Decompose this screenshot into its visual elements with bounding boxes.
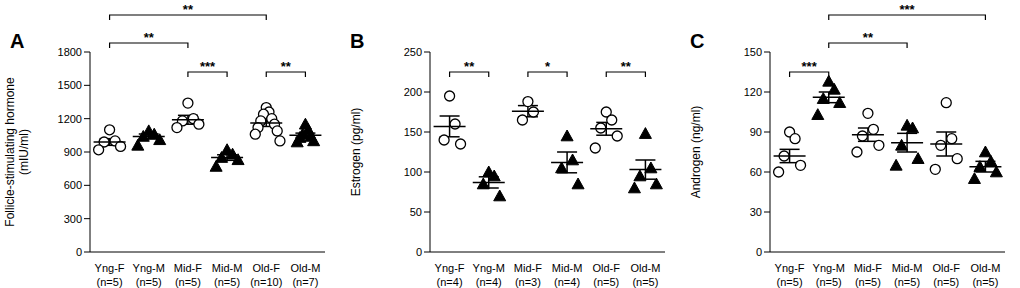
svg-text:B: B bbox=[350, 30, 364, 52]
svg-text:(n=5): (n=5) bbox=[593, 276, 619, 288]
svg-text:(n=5): (n=5) bbox=[214, 276, 240, 288]
svg-text:Yng-F: Yng-F bbox=[435, 262, 465, 274]
svg-text:(n=4): (n=4) bbox=[437, 276, 463, 288]
svg-text:(n=5): (n=5) bbox=[816, 276, 842, 288]
svg-text:Mid-F: Mid-F bbox=[514, 262, 542, 274]
svg-text:Old-M: Old-M bbox=[970, 262, 1000, 274]
svg-text:**: ** bbox=[281, 59, 292, 74]
svg-text:Old-M: Old-M bbox=[290, 262, 320, 274]
svg-text:200: 200 bbox=[404, 86, 422, 98]
svg-text:(n=5): (n=5) bbox=[933, 276, 959, 288]
svg-text:A: A bbox=[10, 30, 24, 52]
svg-text:(n=5): (n=5) bbox=[777, 276, 803, 288]
svg-text:0: 0 bbox=[756, 246, 762, 258]
svg-text:*: * bbox=[545, 59, 551, 74]
svg-text:100: 100 bbox=[404, 166, 422, 178]
svg-text:1200: 1200 bbox=[58, 113, 82, 125]
svg-text:0: 0 bbox=[76, 246, 82, 258]
svg-text:90: 90 bbox=[750, 126, 762, 138]
svg-text:Old-F: Old-F bbox=[593, 262, 621, 274]
svg-text:0: 0 bbox=[416, 246, 422, 258]
svg-text:(n=3): (n=3) bbox=[515, 276, 541, 288]
svg-text:Old-M: Old-M bbox=[630, 262, 660, 274]
svg-text:Androgen (ng/ml): Androgen (ng/ml) bbox=[689, 106, 703, 199]
svg-text:Mid-M: Mid-M bbox=[892, 262, 923, 274]
svg-text:Mid-M: Mid-M bbox=[212, 262, 243, 274]
svg-text:**: ** bbox=[621, 59, 632, 74]
svg-text:120: 120 bbox=[744, 86, 762, 98]
svg-text:(n=5): (n=5) bbox=[894, 276, 920, 288]
svg-text:Yng-F: Yng-F bbox=[775, 262, 805, 274]
svg-text:(mIU/ml): (mIU/ml) bbox=[17, 129, 31, 175]
svg-text:Yng-M: Yng-M bbox=[133, 262, 165, 274]
svg-text:1500: 1500 bbox=[58, 79, 82, 91]
svg-text:(n=5): (n=5) bbox=[972, 276, 998, 288]
svg-text:**: ** bbox=[183, 2, 194, 17]
svg-text:(n=4): (n=4) bbox=[554, 276, 580, 288]
svg-text:300: 300 bbox=[64, 213, 82, 225]
svg-text:150: 150 bbox=[744, 46, 762, 58]
svg-text:30: 30 bbox=[750, 206, 762, 218]
svg-text:Mid-F: Mid-F bbox=[854, 262, 882, 274]
svg-text:1800: 1800 bbox=[58, 46, 82, 58]
svg-text:C: C bbox=[690, 30, 704, 52]
svg-text:(n=5): (n=5) bbox=[632, 276, 658, 288]
svg-text:***: *** bbox=[899, 2, 915, 17]
svg-text:(n=5): (n=5) bbox=[175, 276, 201, 288]
svg-text:Mid-F: Mid-F bbox=[174, 262, 202, 274]
svg-text:(n=7): (n=7) bbox=[292, 276, 318, 288]
svg-text:Mid-M: Mid-M bbox=[552, 262, 583, 274]
svg-text:150: 150 bbox=[404, 126, 422, 138]
svg-text:(n=5): (n=5) bbox=[97, 276, 123, 288]
svg-text:600: 600 bbox=[64, 179, 82, 191]
svg-text:Old-F: Old-F bbox=[933, 262, 961, 274]
svg-text:***: *** bbox=[802, 59, 818, 74]
svg-text:Yng-M: Yng-M bbox=[813, 262, 845, 274]
svg-text:(n=5): (n=5) bbox=[855, 276, 881, 288]
svg-text:Yng-F: Yng-F bbox=[95, 262, 125, 274]
svg-text:Follicle-stimulating hormone: Follicle-stimulating hormone bbox=[8, 77, 17, 227]
svg-text:Yng-M: Yng-M bbox=[473, 262, 505, 274]
svg-text:Old-F: Old-F bbox=[253, 262, 281, 274]
svg-text:(n=5): (n=5) bbox=[136, 276, 162, 288]
svg-text:**: ** bbox=[144, 30, 155, 45]
svg-text:(n=10): (n=10) bbox=[250, 276, 282, 288]
svg-text:900: 900 bbox=[64, 146, 82, 158]
svg-text:**: ** bbox=[863, 30, 874, 45]
svg-text:250: 250 bbox=[404, 46, 422, 58]
svg-text:Estrogen (pg/ml): Estrogen (pg/ml) bbox=[349, 108, 363, 197]
svg-text:(n=4): (n=4) bbox=[476, 276, 502, 288]
svg-text:***: *** bbox=[200, 59, 216, 74]
svg-text:**: ** bbox=[464, 59, 475, 74]
svg-text:50: 50 bbox=[410, 206, 422, 218]
svg-text:60: 60 bbox=[750, 166, 762, 178]
